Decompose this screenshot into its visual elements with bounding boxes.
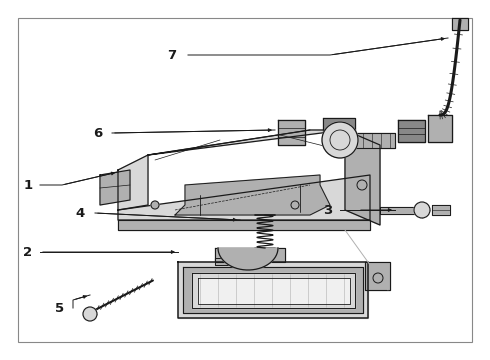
Polygon shape [148,130,345,155]
Polygon shape [215,258,250,265]
Text: 5: 5 [55,302,65,315]
Circle shape [291,201,299,209]
Polygon shape [428,115,452,142]
Circle shape [83,307,97,321]
Polygon shape [218,248,278,270]
Polygon shape [175,175,330,215]
Polygon shape [178,262,368,318]
Polygon shape [215,248,285,262]
Polygon shape [355,133,395,148]
Polygon shape [398,120,425,142]
Circle shape [414,202,430,218]
Polygon shape [118,220,370,230]
Polygon shape [100,170,130,205]
Circle shape [322,122,358,158]
Circle shape [151,201,159,209]
Polygon shape [452,18,468,30]
Polygon shape [192,273,355,308]
Polygon shape [380,207,415,214]
Polygon shape [432,205,450,215]
Text: 6: 6 [94,126,102,140]
Polygon shape [198,278,350,304]
Polygon shape [118,175,370,220]
Text: 4: 4 [75,207,85,220]
Polygon shape [365,262,390,290]
Polygon shape [323,118,355,138]
Polygon shape [278,120,305,145]
Text: 1: 1 [24,179,32,192]
Polygon shape [118,155,148,210]
Text: 7: 7 [168,49,176,62]
Circle shape [357,180,367,190]
Polygon shape [345,130,380,225]
Text: 3: 3 [323,203,333,216]
Polygon shape [183,267,363,313]
Text: 2: 2 [24,246,32,258]
